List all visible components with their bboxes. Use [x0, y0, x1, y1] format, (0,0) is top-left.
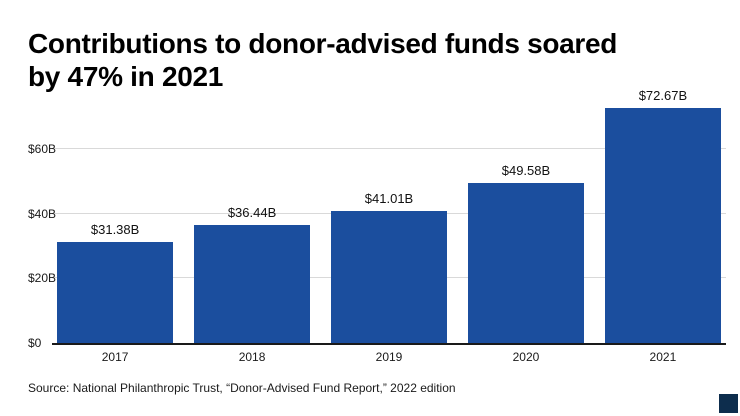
x-axis-labels: 2017 2018 2019 2020 2021 — [52, 350, 726, 364]
page-title-line2: by 47% in 2021 — [28, 61, 224, 93]
bar-column: $72.67B — [604, 88, 721, 343]
bar — [193, 225, 311, 343]
bar-column: $41.01B — [330, 104, 448, 343]
bar — [604, 108, 721, 343]
x-axis-label: 2021 — [649, 350, 677, 364]
page-title-line1: Contributions to donor-advised funds soa… — [28, 27, 618, 59]
bar-column: $36.44B — [193, 104, 311, 343]
logo-square — [719, 394, 738, 413]
bar — [467, 182, 585, 343]
bar-column: $31.38B — [57, 104, 174, 343]
plot-area: $0 $20B $40B $60B $31.38B $36.44B $41.01B $49.… — [28, 88, 726, 364]
bar-value-label: $49.58B — [501, 162, 551, 178]
x-axis-label: 2017 — [101, 350, 129, 364]
y-axis-tick-label: $60B — [28, 142, 57, 157]
bar — [57, 241, 174, 343]
y-axis-tick-label: $20B — [28, 271, 57, 286]
bar-value-label: $72.67B — [638, 88, 688, 104]
source-text: Source: National Philanthropic Trust, “D… — [28, 381, 456, 395]
gridline — [52, 148, 726, 150]
bar-value-label: $36.44B — [227, 205, 277, 221]
bar-value-label: $41.01B — [364, 190, 414, 206]
x-axis-label: 2019 — [375, 350, 403, 364]
y-axis-tick-label: $40B — [28, 206, 57, 221]
bar — [330, 210, 448, 343]
x-axis-label: 2018 — [238, 350, 266, 364]
bar-column: $49.58B — [467, 104, 585, 343]
bar-value-label: $31.38B — [90, 221, 140, 237]
page-title: Contributions to donor-advised funds soa… — [28, 27, 728, 94]
y-axis-tick-label: $0 — [28, 336, 42, 350]
x-axis-label: 2020 — [512, 350, 540, 364]
bars-layer: $31.38B $36.44B $41.01B $49.58B $72.67B — [52, 88, 726, 343]
